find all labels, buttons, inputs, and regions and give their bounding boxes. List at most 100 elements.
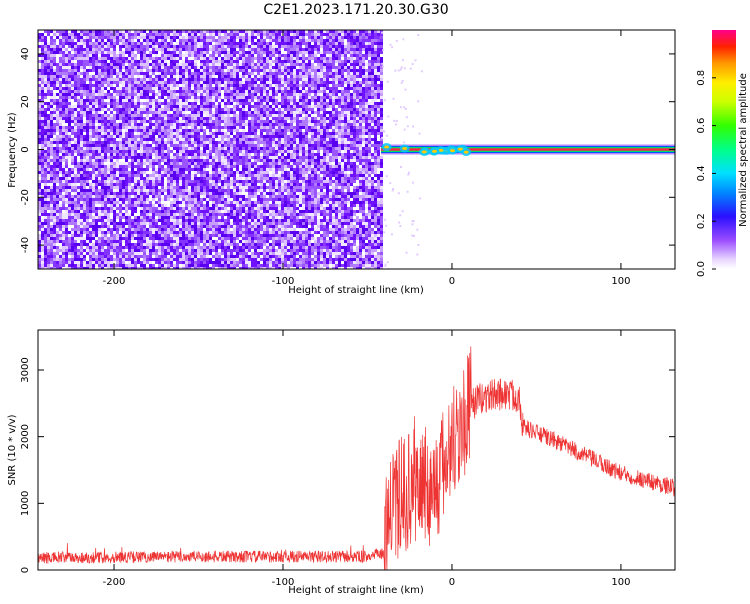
heatmap-cell [38,81,41,84]
heatmap-cell [260,87,263,90]
heatmap-cell [236,141,239,144]
heatmap-cell [335,111,338,114]
heatmap-cell [95,90,98,93]
heatmap-cell [155,60,158,63]
heatmap-cell [92,114,95,117]
heatmap-cell [281,126,284,129]
heatmap-cell [119,54,122,57]
heatmap-cell [44,126,47,129]
heatmap-cell [83,102,86,105]
heatmap-cell [227,81,230,84]
heatmap-cell [248,144,251,147]
heatmap-cell [299,66,302,69]
heatmap-cell [107,81,110,84]
heatmap-cell [335,135,338,138]
heatmap-cell [272,117,275,120]
heatmap-cell [92,81,95,84]
heatmap-cell [140,141,143,144]
heatmap-cell [245,162,248,165]
heatmap-cell [368,150,371,153]
heatmap-cell [359,84,362,87]
heatmap-cell [293,45,296,48]
heatmap-cell [209,84,212,87]
heatmap-cell [80,123,83,126]
heatmap-cell [242,66,245,69]
heatmap-cell [53,108,56,111]
heatmap-cell [197,33,200,36]
heatmap-cell [170,60,173,63]
heatmap-cell [203,48,206,51]
heatmap-cell [173,147,176,150]
heatmap-cell [62,42,65,45]
heatmap-cell [140,66,143,69]
heatmap-cell [101,132,104,135]
heatmap-cell [284,126,287,129]
heatmap-cell [50,93,53,96]
heatmap-cell [110,135,113,138]
heatmap-cell [329,30,332,33]
heatmap-cell [125,78,128,81]
heatmap-cell [332,138,335,141]
heatmap-cell [257,114,260,117]
heatmap-cell [197,48,200,51]
heatmap-cell [293,36,296,39]
heatmap-cell [170,75,173,78]
heatmap-cell [110,111,113,114]
heatmap-cell [317,51,320,54]
heatmap-cell [53,165,56,168]
heatmap-cell [374,63,377,66]
heatmap-cell [302,147,305,150]
heatmap-cell [272,69,275,72]
heatmap-cell [281,111,284,114]
heatmap-cell [329,60,332,63]
heatmap-cell [260,135,263,138]
heatmap-cell [341,111,344,114]
heatmap-cell [131,72,134,75]
heatmap-cell [209,138,212,141]
heatmap-cell [374,84,377,87]
heatmap-cell [164,159,167,162]
heatmap-cell [335,159,338,162]
heatmap-cell [353,93,356,96]
heatmap-cell [209,105,212,108]
heatmap-cell [56,105,59,108]
heatmap-cell [380,132,383,135]
heatmap-cell [224,117,227,120]
heatmap-cell [263,147,266,150]
heatmap-cell [158,153,161,156]
heatmap-cell [365,57,368,60]
heatmap-cell [230,42,233,45]
heatmap-cell [278,141,281,144]
heatmap-cell [257,39,260,42]
heatmap-cell [248,54,251,57]
heatmap-cell [356,108,359,111]
heatmap-cell [368,84,371,87]
heatmap-cell [374,147,377,150]
heatmap-cell [74,72,77,75]
heatmap-cell [152,93,155,96]
heatmap-cell [59,159,62,162]
heatmap-cell [221,66,224,69]
heatmap-cell [170,57,173,60]
heatmap-cell [203,153,206,156]
heatmap-cell [347,99,350,102]
heatmap-cell [347,78,350,81]
heatmap-cell [143,126,146,129]
heatmap-cell [41,63,44,66]
heatmap-cell [146,153,149,156]
heatmap-cell [182,78,185,81]
heatmap-cell [119,120,122,123]
heatmap-cell [368,153,371,156]
heatmap-cell [194,78,197,81]
heatmap-cell [263,75,266,78]
heatmap-cell [185,93,188,96]
heatmap-cell [131,51,134,54]
heatmap-cell [101,162,104,165]
heatmap-cell [41,99,44,102]
heatmap-cell [287,42,290,45]
heatmap-cell [128,147,131,150]
heatmap-cell [188,60,191,63]
heatmap-cell [206,90,209,93]
heatmap-cell [374,81,377,84]
heatmap-cell [83,33,86,36]
